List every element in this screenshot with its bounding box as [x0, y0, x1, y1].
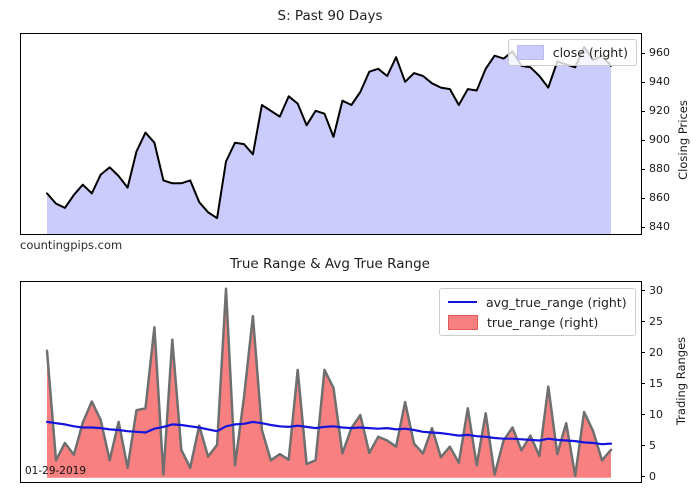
y-tick-mark: [641, 226, 645, 228]
legend-row-close: close (right): [517, 43, 628, 62]
y-tick-mark: [641, 197, 645, 199]
close-area: [47, 47, 611, 234]
y-tick-mark: [641, 290, 645, 292]
y-tick-mark: [641, 414, 645, 416]
y-tick-label: 10: [649, 407, 663, 421]
y-tick-label: 5: [649, 438, 656, 452]
close-area-swatch: [517, 45, 544, 60]
y-tick-label: 0: [649, 469, 656, 483]
y-tick-mark: [641, 168, 645, 170]
y-tick-mark: [641, 110, 645, 112]
y-tick-label: 25: [649, 314, 663, 328]
y-tick-label: 920: [649, 104, 670, 118]
y-tick-mark: [641, 52, 645, 54]
range-chart-legend: avg_true_range (right) true_range (right…: [439, 288, 636, 336]
range-chart-svg: [45, 287, 613, 478]
price-chart-plot-area: [20, 33, 642, 235]
y-tick-label: 880: [649, 162, 670, 176]
avg-true-range-legend-label: avg_true_range (right): [486, 294, 627, 310]
range-chart-title: True Range & Avg True Range: [230, 256, 430, 272]
y-tick-label: 15: [649, 376, 663, 390]
y-tick-mark: [641, 383, 645, 385]
price-chart-ylabel: Closing Prices: [676, 100, 690, 180]
y-tick-label: 20: [649, 345, 663, 359]
y-tick-label: 900: [649, 133, 670, 147]
legend-row-avg-true-range: avg_true_range (right): [448, 292, 627, 312]
y-tick-label: 840: [649, 220, 670, 234]
avg-true-range-line-swatch: [448, 301, 477, 303]
y-tick-mark: [641, 139, 645, 141]
avg_true_range-line: [45, 420, 613, 446]
legend-row-true-range: true_range (right): [448, 312, 627, 332]
date-annotation: 01-29-2019: [25, 465, 87, 477]
y-tick-mark: [641, 81, 645, 83]
true-range-legend-label: true_range (right): [487, 314, 599, 330]
price-chart-title: S: Past 90 Days: [277, 8, 383, 24]
y-tick-mark: [641, 445, 645, 447]
y-tick-label: 960: [649, 46, 670, 60]
close-legend-label: close (right): [552, 45, 628, 60]
y-tick-mark: [641, 476, 645, 478]
range-chart-ylabel: Trading Ranges: [674, 336, 688, 426]
y-tick-mark: [641, 352, 645, 354]
price-chart-legend: close (right): [508, 39, 637, 66]
y-tick-label: 30: [649, 283, 663, 297]
watermark-text: countingpips.com: [20, 238, 123, 252]
y-tick-mark: [641, 321, 645, 323]
y-tick-label: 940: [649, 75, 670, 89]
y-tick-label: 860: [649, 191, 670, 205]
true-range-area-swatch: [448, 314, 478, 330]
